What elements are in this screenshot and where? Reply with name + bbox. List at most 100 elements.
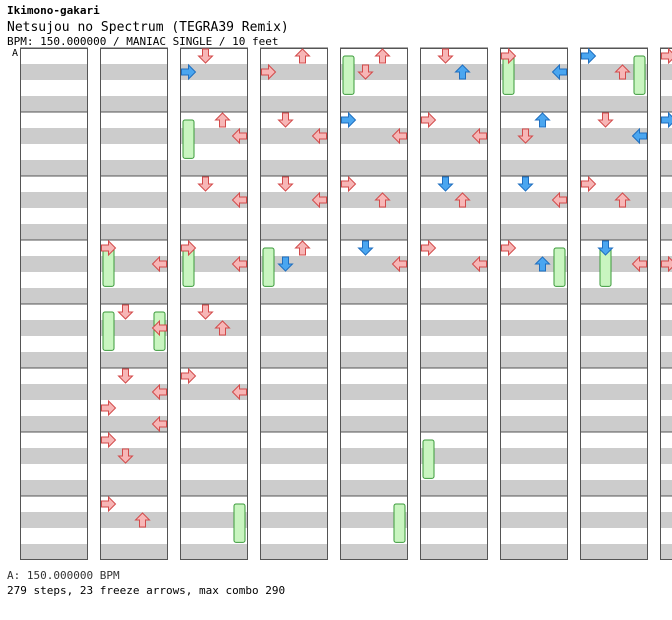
beat-stripe	[660, 224, 672, 240]
down-arrow-note	[197, 48, 214, 64]
down-arrow-note	[117, 448, 134, 464]
freeze-arrow	[182, 119, 195, 159]
beat-stripe	[340, 96, 408, 112]
beat-stripe	[580, 384, 648, 400]
left-arrow-note	[261, 63, 277, 81]
down-arrow-note	[277, 112, 294, 128]
beat-stripe	[180, 320, 248, 336]
beat-stripe	[660, 544, 672, 560]
lane	[660, 47, 672, 560]
bpm-marker: A	[12, 48, 19, 59]
beat-stripe	[340, 448, 408, 464]
lane-border	[100, 48, 168, 560]
beat-stripe	[100, 64, 168, 80]
beat-stripe	[180, 256, 248, 272]
beat-stripe	[420, 512, 488, 528]
beat-stripe	[500, 128, 568, 144]
beat-stripe	[20, 480, 88, 496]
beat-stripe	[260, 128, 328, 144]
beat-stripe	[20, 96, 88, 112]
beat-stripe	[100, 320, 168, 336]
beat-stripe	[20, 320, 88, 336]
beat-stripe	[20, 448, 88, 464]
beat-stripe	[20, 64, 88, 80]
beat-stripe	[100, 544, 168, 560]
beat-stripe	[580, 448, 648, 464]
left-arrow-note	[581, 47, 597, 65]
beat-stripe	[260, 288, 328, 304]
beat-stripe	[100, 416, 168, 432]
beat-stripe	[660, 384, 672, 400]
up-arrow-note	[134, 512, 151, 528]
beat-stripe	[420, 320, 488, 336]
beat-stripe	[260, 320, 328, 336]
beat-stripe	[20, 192, 88, 208]
down-arrow-note	[437, 48, 454, 64]
down-arrow-note	[437, 176, 454, 192]
beat-stripe	[660, 352, 672, 368]
beat-stripe	[340, 320, 408, 336]
beat-stripe	[100, 224, 168, 240]
up-arrow-note	[534, 112, 551, 128]
right-arrow-note	[551, 63, 567, 81]
beat-stripe	[20, 384, 88, 400]
beat-stripe	[660, 64, 672, 80]
beat-stripe	[100, 448, 168, 464]
down-arrow-note	[597, 240, 614, 256]
beat-stripe	[260, 448, 328, 464]
beat-stripe	[100, 160, 168, 176]
freeze-arrow	[393, 503, 406, 543]
beat-stripe	[420, 128, 488, 144]
beat-stripe	[580, 352, 648, 368]
beat-stripe	[500, 256, 568, 272]
left-arrow-note	[661, 255, 672, 273]
beat-stripe	[20, 160, 88, 176]
lane-border	[20, 48, 88, 560]
beat-stripe	[500, 160, 568, 176]
beat-stripe	[260, 192, 328, 208]
beat-stripe	[500, 384, 568, 400]
left-arrow-note	[181, 63, 197, 81]
freeze-arrow	[342, 55, 355, 95]
left-arrow-note	[101, 495, 117, 513]
beat-stripe	[20, 352, 88, 368]
beat-stripe	[580, 256, 648, 272]
beat-stripe	[340, 160, 408, 176]
up-arrow-note	[614, 192, 631, 208]
left-arrow-note	[581, 175, 597, 193]
beat-stripe	[420, 544, 488, 560]
freeze-arrow	[262, 247, 275, 287]
beat-stripe	[500, 448, 568, 464]
right-arrow-note	[391, 255, 407, 273]
up-arrow-note	[454, 64, 471, 80]
beat-stripe	[340, 64, 408, 80]
beat-stripe	[20, 512, 88, 528]
beat-stripe	[420, 352, 488, 368]
beat-stripe	[260, 416, 328, 432]
down-arrow-note	[277, 256, 294, 272]
beat-stripe	[340, 224, 408, 240]
beat-stripe	[180, 128, 248, 144]
beat-stripe	[500, 480, 568, 496]
right-arrow-note	[311, 191, 327, 209]
beat-stripe	[580, 192, 648, 208]
beat-stripe	[180, 480, 248, 496]
left-arrow-note	[181, 367, 197, 385]
right-arrow-note	[151, 383, 167, 401]
left-arrow-note	[181, 239, 197, 257]
up-arrow-note	[374, 192, 391, 208]
beat-stripe	[660, 160, 672, 176]
lane-border	[660, 48, 672, 560]
right-arrow-note	[551, 191, 567, 209]
beat-stripe	[660, 288, 672, 304]
chart-info: BPM: 150.000000 / MANIAC SINGLE / 10 fee…	[7, 35, 279, 48]
beat-stripe	[500, 96, 568, 112]
beat-stripe	[340, 192, 408, 208]
beat-stripe	[180, 192, 248, 208]
up-arrow-note	[214, 112, 231, 128]
right-arrow-note	[151, 415, 167, 433]
left-arrow-note	[501, 239, 517, 257]
down-arrow-note	[357, 240, 374, 256]
down-arrow-note	[517, 128, 534, 144]
beat-stripe	[580, 320, 648, 336]
